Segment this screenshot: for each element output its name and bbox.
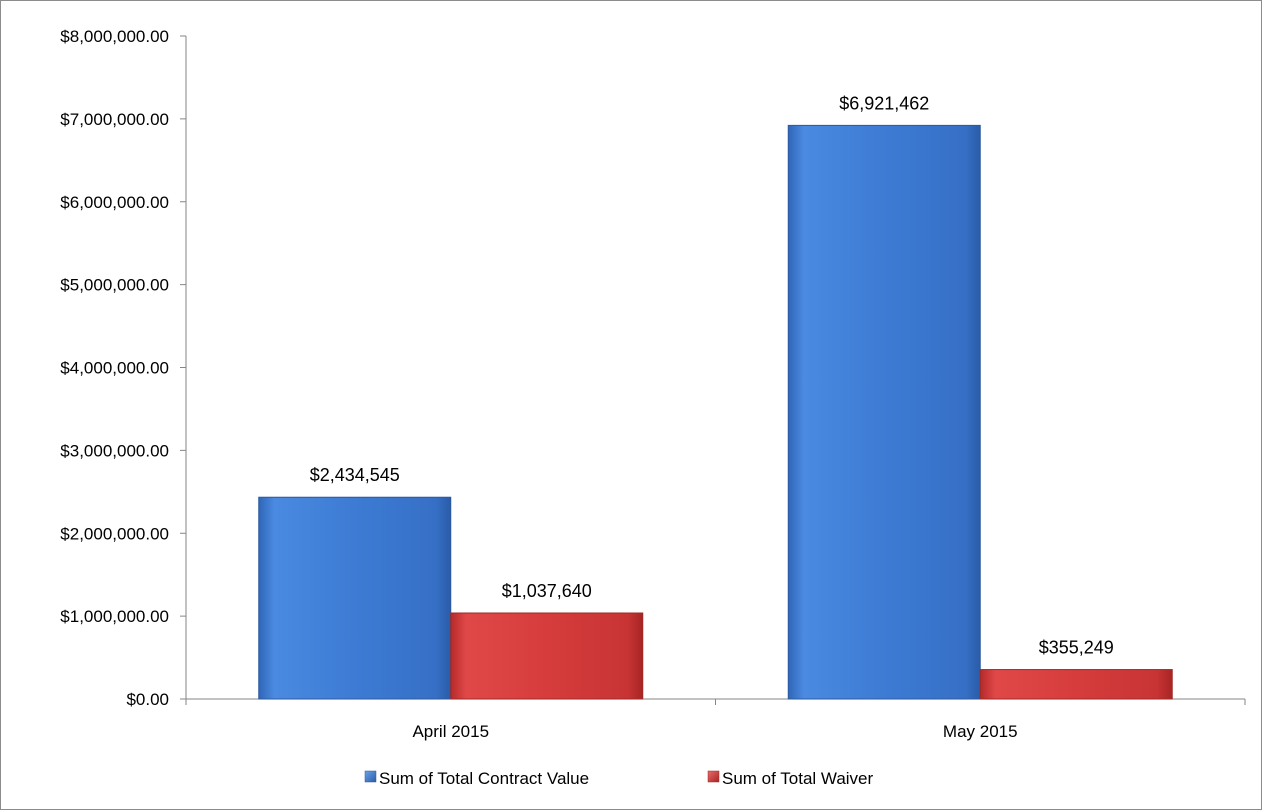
y-tick-label: $3,000,000.00 xyxy=(60,441,169,460)
bar-contract-value xyxy=(787,124,981,700)
y-tick-label: $0.00 xyxy=(126,690,169,709)
legend-label: Sum of Total Waiver xyxy=(722,769,874,788)
data-labels: $2,434,545 $6,921,462 $1,037,640 $355,249 xyxy=(310,93,1114,657)
data-label: $6,921,462 xyxy=(839,93,929,113)
legend: Sum of Total Contract Value Sum of Total … xyxy=(364,769,874,788)
y-tick-label: $6,000,000.00 xyxy=(60,193,169,212)
legend-label: Sum of Total Contract Value xyxy=(379,769,589,788)
x-ticks: April 2015 May 2015 xyxy=(185,699,1246,741)
x-tick-label: May 2015 xyxy=(943,722,1018,741)
bar-waiver xyxy=(979,669,1173,700)
data-label: $2,434,545 xyxy=(310,465,400,485)
y-tick-label: $4,000,000.00 xyxy=(60,359,169,378)
y-tick-label: $8,000,000.00 xyxy=(60,27,169,46)
data-label: $1,037,640 xyxy=(502,581,592,601)
bar-contract-value xyxy=(258,496,452,700)
legend-swatch xyxy=(364,770,377,783)
legend-swatch xyxy=(707,770,720,783)
bars xyxy=(258,124,1173,700)
x-tick-label: April 2015 xyxy=(412,722,489,741)
data-label: $355,249 xyxy=(1039,638,1114,658)
y-tick-label: $2,000,000.00 xyxy=(60,524,169,543)
y-tick-label: $1,000,000.00 xyxy=(60,607,169,626)
bar-waiver xyxy=(450,612,644,700)
y-ticks: $0.00 $1,000,000.00 $2,000,000.00 $3,000,00… xyxy=(60,27,186,709)
y-tick-label: $7,000,000.00 xyxy=(60,110,169,129)
y-tick-label: $5,000,000.00 xyxy=(60,276,169,295)
